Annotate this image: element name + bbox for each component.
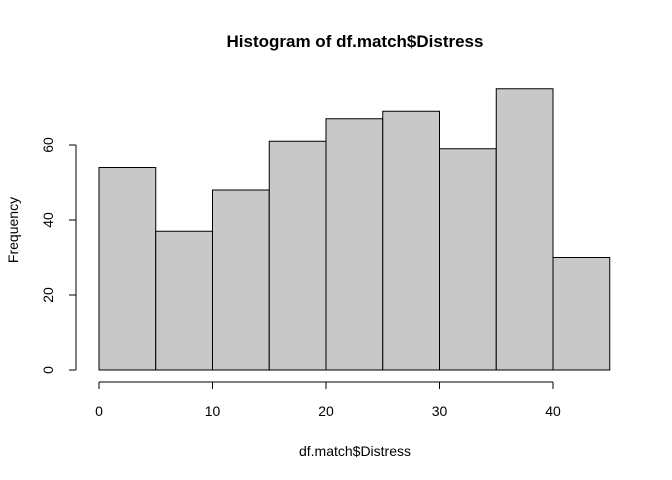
x-tick-label-0: 0 bbox=[95, 403, 103, 419]
y-axis: 0 20 40 60 bbox=[40, 137, 77, 374]
x-axis-label: df.match$Distress bbox=[299, 443, 411, 459]
y-tick-label-60: 60 bbox=[40, 137, 56, 153]
histogram-bar-2 bbox=[212, 189, 270, 371]
x-axis: 0 10 20 30 40 bbox=[95, 381, 561, 419]
x-tick-label-40: 40 bbox=[545, 403, 561, 419]
histogram-bar-6 bbox=[439, 148, 497, 371]
histogram-bar-1 bbox=[155, 230, 213, 371]
histogram-bar-8 bbox=[552, 257, 611, 371]
chart-title: Histogram of df.match$Distress bbox=[227, 32, 484, 51]
bars-group bbox=[98, 88, 611, 371]
histogram-bar-5 bbox=[382, 110, 440, 371]
y-tick-label-0: 0 bbox=[40, 366, 56, 374]
x-tick-label-30: 30 bbox=[432, 403, 448, 419]
histogram-bar-7 bbox=[495, 88, 554, 371]
y-tick-label-40: 40 bbox=[40, 212, 56, 228]
histogram-bar-0 bbox=[98, 167, 157, 371]
y-axis-label: Frequency bbox=[5, 197, 21, 263]
x-tick-label-20: 20 bbox=[318, 403, 334, 419]
x-tick-label-10: 10 bbox=[205, 403, 221, 419]
histogram-bar-3 bbox=[268, 140, 327, 371]
y-tick-label-20: 20 bbox=[40, 287, 56, 303]
histogram-bar-4 bbox=[325, 118, 384, 371]
